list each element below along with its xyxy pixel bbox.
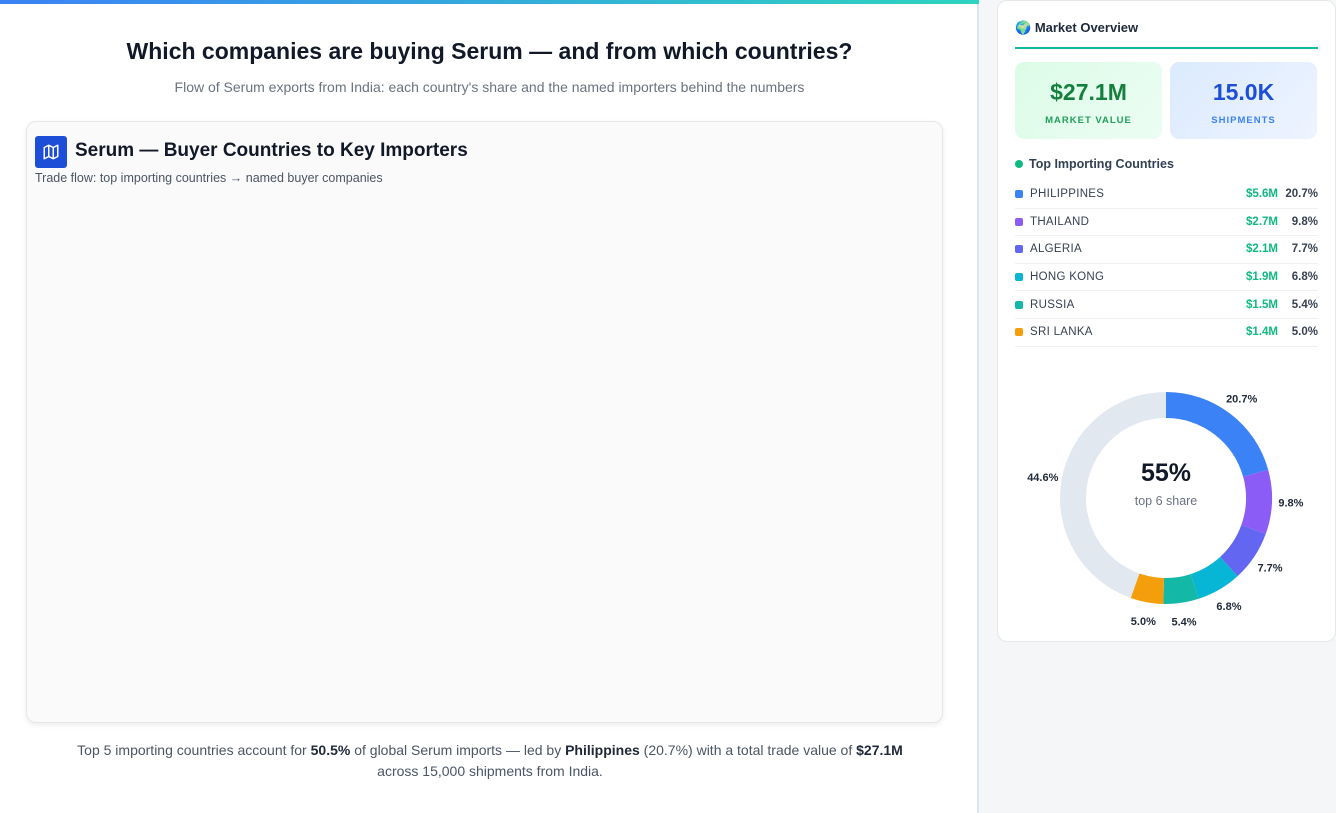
country-row: ALGERIA $2.1M 7.7%: [1015, 236, 1318, 264]
country-name: HONG KONG: [1030, 271, 1105, 284]
summary-text: Top 5 importing countries account for 50…: [30, 740, 950, 782]
summary-leader: Philippines: [565, 742, 640, 758]
color-swatch: [1015, 190, 1023, 199]
page-title: Which companies are buying Serum — and f…: [126, 38, 853, 64]
country-value: $1.4M: [1246, 326, 1278, 339]
card-subtitle: Trade flow: top importing countries → na…: [35, 171, 383, 185]
kpi-label: SHIPMENTS: [1211, 115, 1276, 126]
country-name: PHILIPPINES: [1030, 188, 1105, 201]
donut-center-label: top 6 share: [1135, 494, 1198, 508]
color-swatch: [1015, 273, 1023, 282]
map-icon: [35, 136, 67, 168]
donut-slice: [1241, 469, 1272, 534]
donut-chart: 20.7% 9.8% 7.7% 6.8% 5.4% 5.0% 44.6% 55% top 6 s…: [1027, 392, 1304, 629]
donut-slice: [1130, 573, 1164, 604]
summary-value: $27.1M: [856, 742, 903, 758]
divider: [1015, 47, 1318, 49]
donut-label: 20.7%: [1226, 394, 1257, 406]
donut-slice: [1060, 392, 1166, 598]
donut-label: 7.7%: [1258, 562, 1283, 574]
color-swatch: [1015, 217, 1023, 226]
country-row: SRI LANKA $1.4M 5.0%: [1015, 319, 1318, 347]
countries-heading: Top Importing Countries: [1015, 157, 1174, 171]
country-value: $2.7M: [1246, 215, 1278, 228]
country-name: SRI LANKA: [1030, 326, 1093, 339]
country-value: $1.5M: [1246, 298, 1278, 311]
country-name: THAILAND: [1030, 215, 1090, 228]
summary-share: 50.5%: [310, 742, 351, 758]
country-share: 7.7%: [1291, 243, 1318, 256]
color-swatch: [1015, 300, 1023, 309]
kpi-value: 15.0K: [1212, 79, 1275, 105]
countries-heading-text: Top Importing Countries: [1029, 157, 1174, 171]
donut-label: 5.0%: [1131, 616, 1156, 628]
kpi-label: MARKET VALUE: [1045, 115, 1132, 126]
kpi-shipments: 15.0K SHIPMENTS: [1170, 62, 1317, 139]
color-swatch: [1015, 328, 1023, 337]
country-value: $5.6M: [1246, 188, 1278, 201]
country-value: $2.1M: [1246, 243, 1278, 256]
chart-card: Serum — Buyer Countries to Key Importers…: [26, 121, 943, 723]
summary-part: across 15,000 shipments from India.: [377, 763, 603, 779]
country-share: 20.7%: [1285, 188, 1318, 201]
country-name: RUSSIA: [1030, 298, 1075, 311]
donut-label: 9.8%: [1278, 498, 1303, 510]
kpi-market-value: $27.1M MARKET VALUE: [1015, 62, 1162, 139]
country-share: 5.0%: [1291, 326, 1318, 339]
country-row: HONG KONG $1.9M 6.8%: [1015, 264, 1318, 292]
country-name: ALGERIA: [1030, 243, 1082, 256]
donut-slice: [1163, 574, 1199, 604]
donut-label: 6.8%: [1216, 601, 1241, 613]
summary-part: of global Serum imports — led by: [350, 742, 566, 758]
dot-icon: [1015, 160, 1023, 168]
main-panel: Which companies are buying Serum — and f…: [0, 0, 979, 813]
panel-title-text: Market Overview: [1034, 20, 1139, 35]
country-share: 5.4%: [1291, 298, 1318, 311]
market-overview-panel: 🌍 Market Overview $27.1M MARKET VALUE 15.…: [997, 0, 1336, 642]
page-subtitle: Flow of Serum exports from India: each c…: [174, 79, 805, 95]
donut-label: 5.4%: [1171, 617, 1196, 629]
color-swatch: [1015, 245, 1023, 254]
accent-bar: [0, 0, 979, 4]
summary-part: (20.7%) with a total trade value of: [639, 742, 857, 758]
donut-slice: [1166, 392, 1269, 477]
country-list: PHILIPPINES $5.6M 20.7% THAILAND $2.7M 9.8% AL…: [1015, 181, 1318, 347]
country-value: $1.9M: [1246, 271, 1278, 284]
donut-slice: [1220, 525, 1266, 577]
country-share: 9.8%: [1291, 215, 1318, 228]
globe-icon: 🌍: [1015, 20, 1032, 35]
panel-title: 🌍 Market Overview: [1015, 20, 1138, 36]
country-row: RUSSIA $1.5M 5.4%: [1015, 291, 1318, 319]
kpi-value: $27.1M: [1050, 79, 1127, 105]
country-row: THAILAND $2.7M 9.8%: [1015, 209, 1318, 237]
donut-label: 44.6%: [1027, 472, 1058, 484]
country-row: PHILIPPINES $5.6M 20.7%: [1015, 181, 1318, 209]
donut-center-value: 55%: [1141, 459, 1191, 487]
summary-part: Top 5 importing countries account for: [77, 742, 311, 758]
country-share: 6.8%: [1291, 271, 1318, 284]
card-title: Serum — Buyer Countries to Key Importers: [75, 140, 468, 161]
donut-slice: [1190, 557, 1238, 599]
